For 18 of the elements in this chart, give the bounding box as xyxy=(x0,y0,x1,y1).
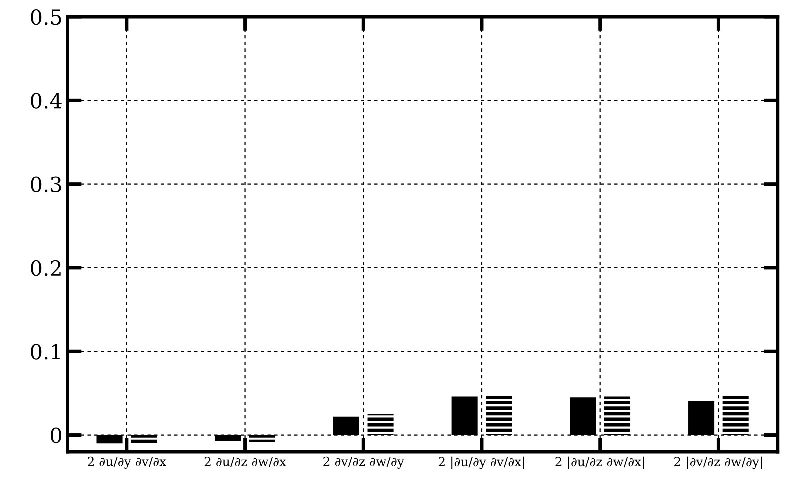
y-tick-label: 0 xyxy=(51,428,62,444)
x-tick-label: 2 |∂u/∂z ∂w/∂x| xyxy=(556,456,644,470)
x-tick-label: 2 |∂u/∂y ∂v/∂x| xyxy=(438,456,524,470)
x-tick-label: 2 ∂u/∂z ∂w/∂x xyxy=(204,457,286,468)
bar xyxy=(249,435,276,442)
y-tick-label: 0.2 xyxy=(31,260,61,276)
y-tick-label: 0.5 xyxy=(31,9,62,26)
x-tick-label: 2 ∂v/∂z ∂w/∂y xyxy=(324,456,404,469)
bar xyxy=(604,396,631,436)
bar xyxy=(722,396,749,436)
bar xyxy=(368,414,394,436)
x-tick-label: 2 ∂u/∂y ∂v/∂x xyxy=(88,456,166,469)
y-tick-label: 0.4 xyxy=(31,93,62,109)
y-tick-label: 0.1 xyxy=(31,344,60,360)
bar xyxy=(131,435,158,444)
bar xyxy=(486,396,512,436)
y-tick-label: 0.3 xyxy=(31,176,62,193)
x-tick-label: 2 |∂v/∂z ∂w/∂y| xyxy=(674,456,762,470)
